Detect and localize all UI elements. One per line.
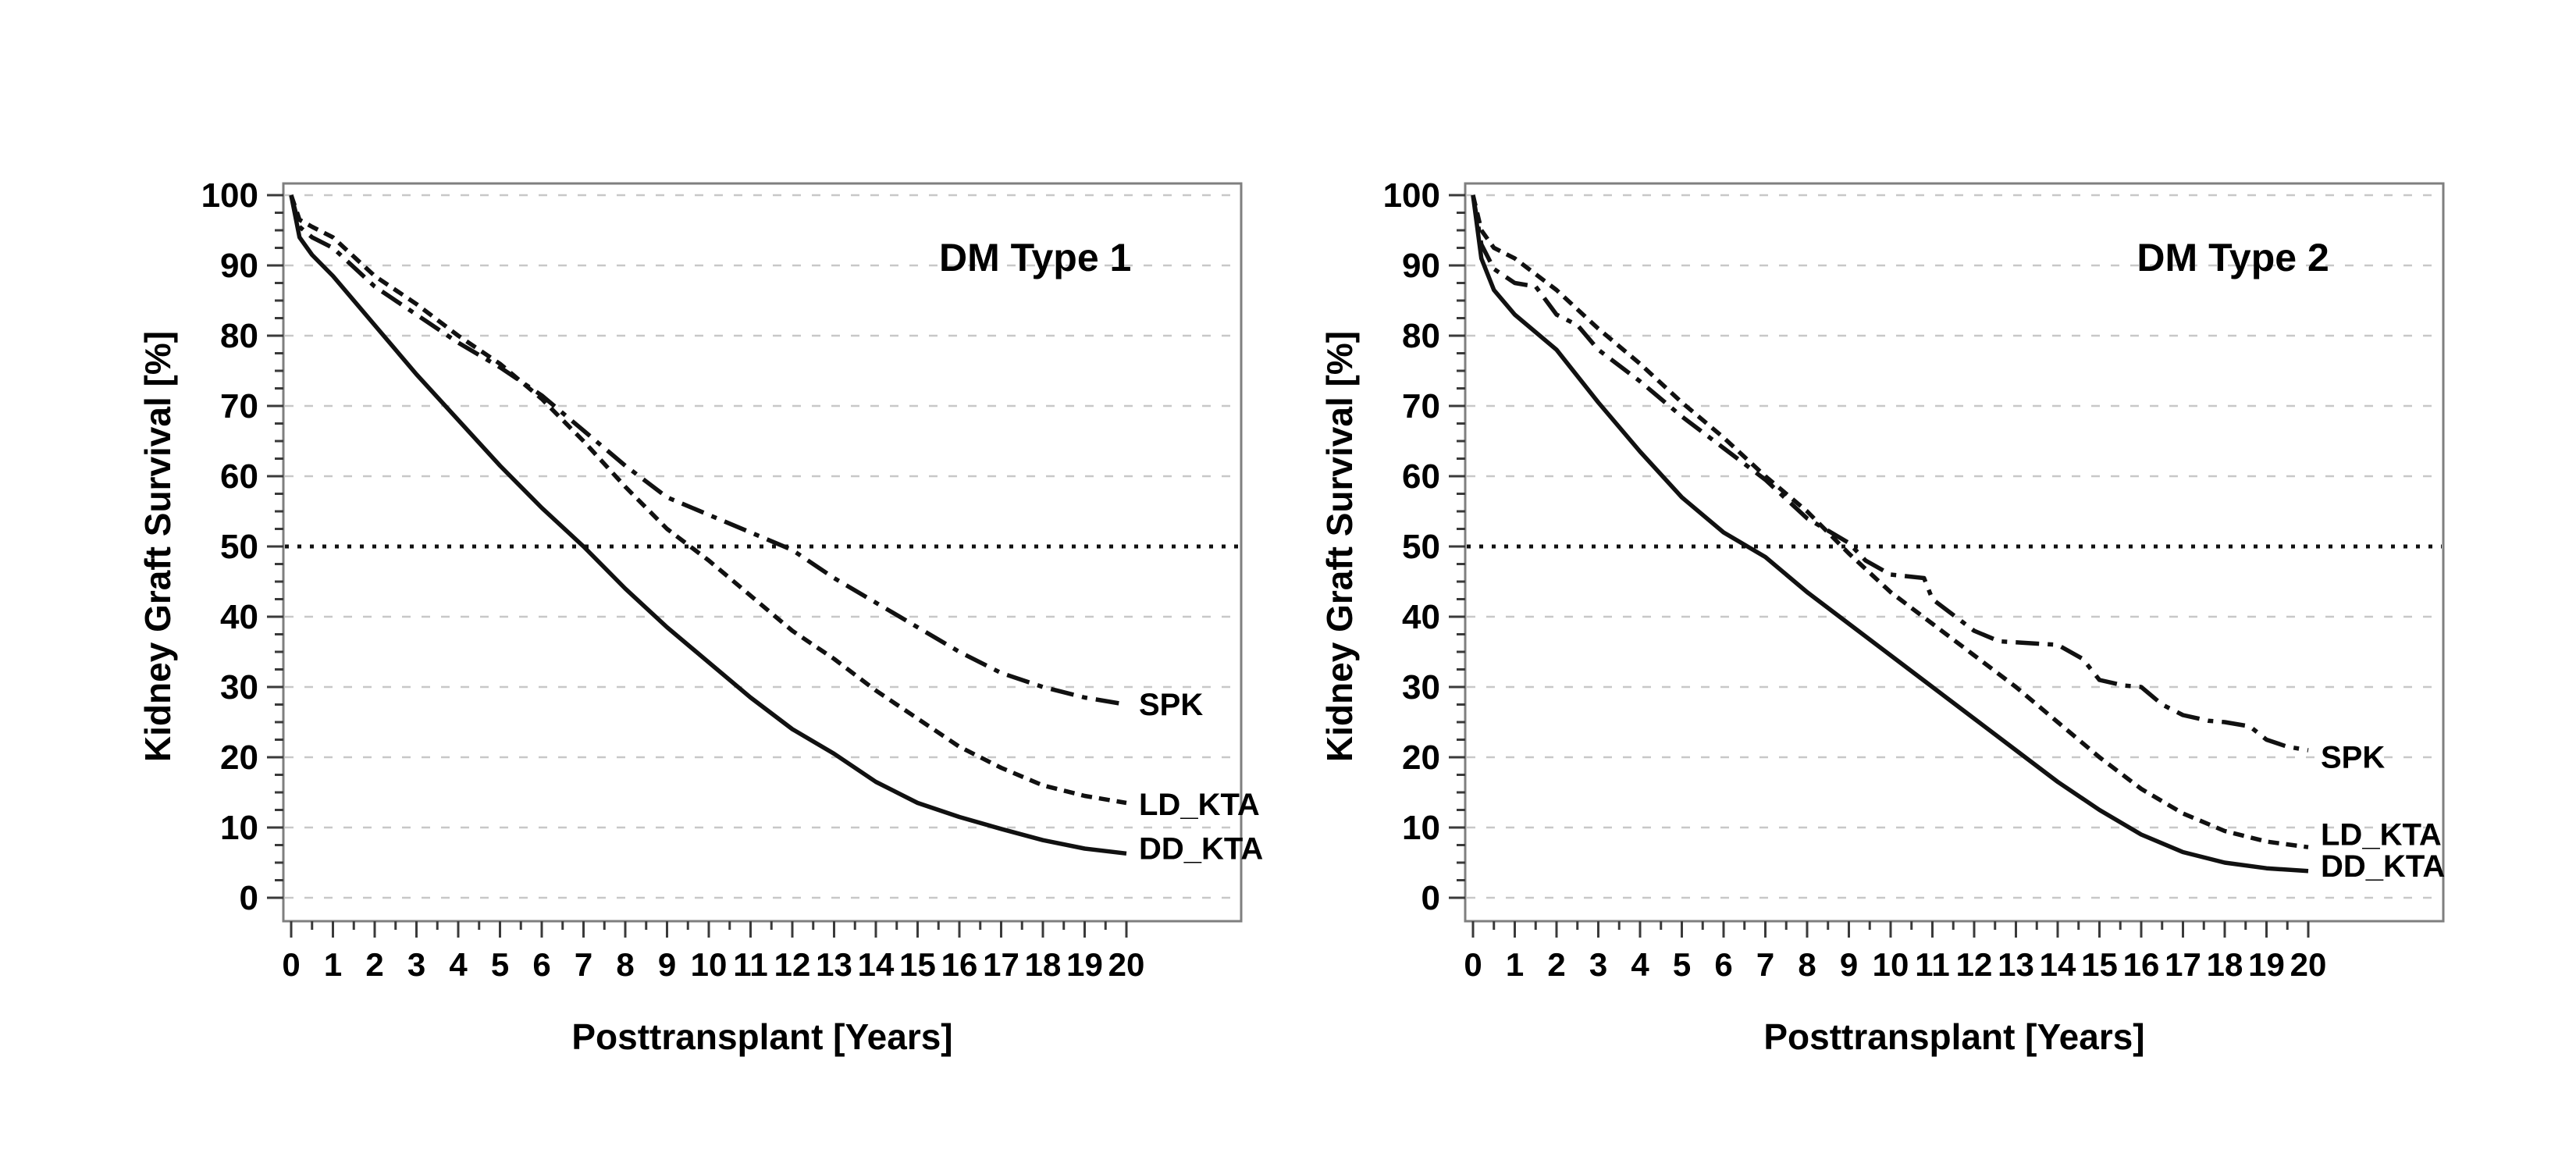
x-tick-label-6: 6 bbox=[1714, 946, 1732, 983]
panel-title-dm2: DM Type 2 bbox=[2137, 236, 2329, 279]
x-tick-label-2: 2 bbox=[1547, 946, 1565, 983]
y-tick-label-70: 70 bbox=[220, 387, 258, 425]
ld-kta-curve-dm2 bbox=[1471, 194, 2309, 849]
x-tick-label-12: 12 bbox=[774, 946, 811, 983]
x-tick-label-15: 15 bbox=[2081, 946, 2118, 983]
x-tick-label-16: 16 bbox=[2123, 946, 2160, 983]
x-tick-label-12: 12 bbox=[1956, 946, 1993, 983]
x-tick-label-3: 3 bbox=[1589, 946, 1607, 983]
x-tick-label-18: 18 bbox=[2207, 946, 2243, 983]
x-tick-label-2: 2 bbox=[365, 946, 383, 983]
y-tick-label-60: 60 bbox=[220, 457, 258, 496]
y-tick-label-40: 40 bbox=[220, 598, 258, 636]
y-tick-label-90: 90 bbox=[220, 247, 258, 285]
x-tick-label-13: 13 bbox=[816, 946, 852, 983]
x-tick-label-4: 4 bbox=[1631, 946, 1649, 983]
y-tick-label-100: 100 bbox=[1383, 176, 1440, 215]
x-tick-label-0: 0 bbox=[282, 946, 300, 983]
y-tick-label-0: 0 bbox=[240, 879, 258, 917]
x-tick-label-8: 8 bbox=[616, 946, 634, 983]
x-tick-label-14: 14 bbox=[858, 946, 895, 983]
spk-curve-label-dm2: SPK bbox=[2321, 741, 2385, 775]
spk-curve-label-dm1: SPK bbox=[1139, 688, 1203, 722]
x-tick-label-5: 5 bbox=[491, 946, 509, 983]
y-tick-label-100: 100 bbox=[201, 176, 258, 215]
x-tick-label-20: 20 bbox=[2290, 946, 2327, 983]
x-tick-label-19: 19 bbox=[1066, 946, 1103, 983]
x-tick-label-17: 17 bbox=[2165, 946, 2201, 983]
dd-kta-curve-dm2 bbox=[1471, 194, 2309, 874]
x-tick-label-13: 13 bbox=[1998, 946, 2034, 983]
x-tick-label-9: 9 bbox=[658, 946, 676, 983]
ld-kta-curve-label-dm1: LD_KTA bbox=[1139, 788, 1260, 822]
y-tick-label-50: 50 bbox=[220, 528, 258, 566]
x-tick-label-6: 6 bbox=[532, 946, 550, 983]
y-tick-label-20: 20 bbox=[220, 739, 258, 777]
x-tick-label-5: 5 bbox=[1673, 946, 1691, 983]
x-tick-label-15: 15 bbox=[899, 946, 936, 983]
x-tick-label-7: 7 bbox=[575, 946, 592, 983]
spk-curve-dm1 bbox=[289, 194, 1127, 707]
y-tick-label-90: 90 bbox=[1402, 247, 1440, 285]
x-tick-label-11: 11 bbox=[733, 946, 767, 983]
x-tick-label-20: 20 bbox=[1108, 946, 1145, 983]
x-tick-label-11: 11 bbox=[1915, 946, 1949, 983]
spk-curve-dm2 bbox=[1471, 194, 2309, 753]
x-tick-label-14: 14 bbox=[2040, 946, 2076, 983]
y-tick-label-80: 80 bbox=[1402, 317, 1440, 355]
y-tick-label-30: 30 bbox=[220, 668, 258, 707]
x-tick-label-17: 17 bbox=[983, 946, 1019, 983]
x-tick-label-1: 1 bbox=[1506, 946, 1524, 983]
x-tick-label-8: 8 bbox=[1798, 946, 1816, 983]
y-tick-label-20: 20 bbox=[1402, 739, 1440, 777]
x-tick-label-7: 7 bbox=[1756, 946, 1774, 983]
y-tick-label-40: 40 bbox=[1402, 598, 1440, 636]
x-axis-title-dm2: Posttransplant [Years] bbox=[1763, 1016, 2144, 1057]
x-tick-label-1: 1 bbox=[324, 946, 342, 983]
x-tick-label-19: 19 bbox=[2248, 946, 2285, 983]
y-tick-label-60: 60 bbox=[1402, 457, 1440, 496]
y-tick-label-50: 50 bbox=[1402, 528, 1440, 566]
dd-kta-curve-label-dm1: DD_KTA bbox=[1139, 832, 1263, 867]
x-tick-label-16: 16 bbox=[941, 946, 978, 983]
x-tick-label-10: 10 bbox=[1873, 946, 1909, 983]
ld-kta-curve-dm1 bbox=[289, 194, 1127, 806]
y-tick-label-10: 10 bbox=[1402, 809, 1440, 847]
dd-kta-curve-dm1 bbox=[289, 194, 1127, 856]
x-tick-label-10: 10 bbox=[691, 946, 728, 983]
panel-title-dm1: DM Type 1 bbox=[939, 236, 1131, 279]
x-tick-label-9: 9 bbox=[1840, 946, 1858, 983]
y-tick-label-10: 10 bbox=[220, 809, 258, 847]
y-axis-title-dm2: Kidney Graft Survival [%] bbox=[1319, 331, 1360, 762]
y-tick-label-80: 80 bbox=[220, 317, 258, 355]
ld-kta-curve-label-dm2: LD_KTA bbox=[2321, 818, 2442, 852]
x-tick-label-18: 18 bbox=[1025, 946, 1062, 983]
x-tick-label-4: 4 bbox=[449, 946, 468, 983]
x-tick-label-0: 0 bbox=[1464, 946, 1482, 983]
plot-frame-dm1 bbox=[282, 182, 1243, 923]
y-tick-label-30: 30 bbox=[1402, 668, 1440, 707]
y-tick-label-70: 70 bbox=[1402, 387, 1440, 425]
x-tick-label-3: 3 bbox=[407, 946, 425, 983]
dd-kta-curve-label-dm2: DD_KTA bbox=[2321, 849, 2445, 884]
x-axis-title-dm1: Posttransplant [Years] bbox=[571, 1016, 952, 1057]
plot-frame-dm2 bbox=[1464, 182, 2445, 923]
y-axis-title-dm1: Kidney Graft Survival [%] bbox=[137, 331, 178, 762]
y-tick-label-0: 0 bbox=[1421, 879, 1440, 917]
